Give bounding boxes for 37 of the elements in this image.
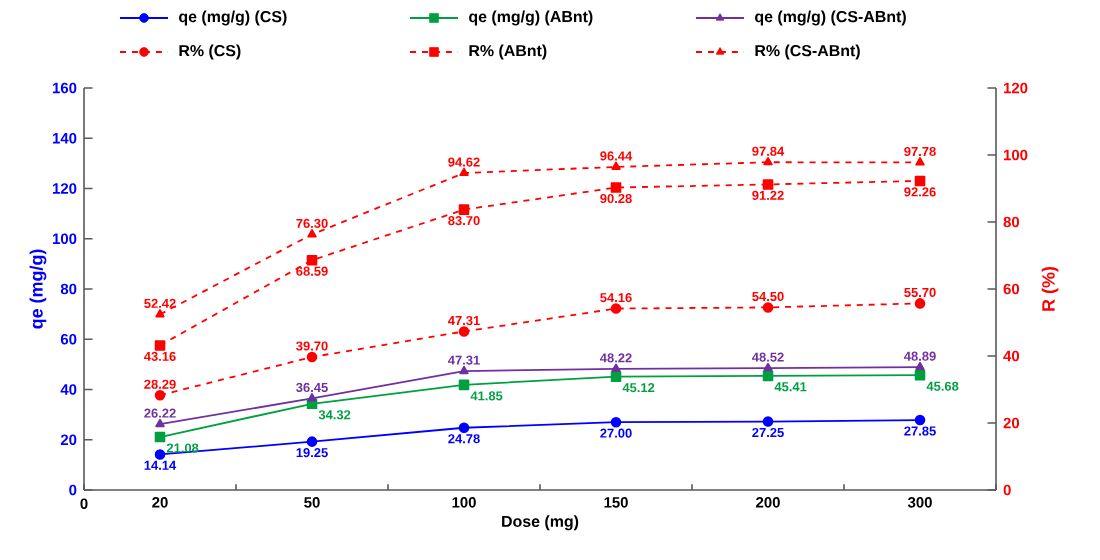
point: [154, 389, 166, 401]
point: [306, 351, 318, 363]
point: [610, 182, 622, 193]
point: [762, 302, 774, 313]
point: [914, 175, 926, 187]
point: [611, 363, 621, 372]
point: [154, 449, 166, 460]
point: [914, 414, 926, 426]
point: [458, 379, 470, 391]
point: [458, 422, 470, 434]
point: [459, 167, 469, 177]
point: [154, 340, 166, 351]
point: [307, 393, 317, 402]
y2-axis-title: R (%): [1041, 266, 1059, 311]
point: [763, 156, 773, 166]
point: [762, 416, 774, 427]
point: [610, 303, 622, 314]
point: [306, 254, 318, 266]
point: [914, 298, 926, 309]
point: [762, 179, 774, 190]
point: [762, 370, 774, 382]
point: [611, 161, 621, 171]
point: [306, 436, 318, 447]
point: [915, 361, 925, 371]
point: [154, 431, 166, 443]
point: [610, 371, 622, 382]
point: [458, 326, 470, 337]
point: [914, 369, 926, 381]
point: [155, 309, 165, 318]
point: [915, 157, 925, 166]
y-axis-title: qe (mg/g): [29, 249, 47, 329]
point: [155, 418, 165, 428]
point: [458, 204, 470, 215]
point: [763, 362, 773, 372]
point: [459, 365, 469, 375]
point: [307, 229, 317, 238]
point: [610, 416, 622, 428]
